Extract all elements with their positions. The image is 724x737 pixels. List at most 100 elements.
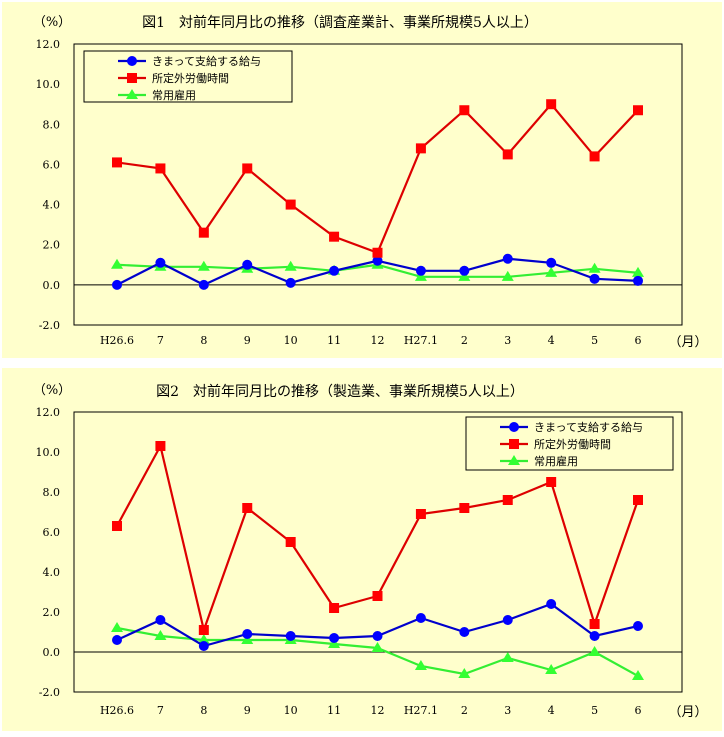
x-tick-label: 6 xyxy=(635,334,642,347)
data-point xyxy=(112,157,122,168)
data-point xyxy=(632,670,644,680)
data-point xyxy=(197,260,210,271)
y-tick-label: 10.0 xyxy=(36,78,61,91)
data-point xyxy=(112,521,122,531)
x-tick-label: 10 xyxy=(284,334,298,347)
x-tick-label: H27.1 xyxy=(404,704,438,717)
legend-box xyxy=(83,50,293,103)
y-tick-label: -2.0 xyxy=(39,319,60,332)
x-tick-label: 3 xyxy=(504,334,511,347)
data-point xyxy=(198,227,209,238)
data-point xyxy=(285,631,296,641)
y-tick-label: 2.0 xyxy=(43,239,61,252)
legend-marker xyxy=(127,56,137,66)
y-tick-label: 0.0 xyxy=(43,646,61,659)
data-point xyxy=(329,633,340,643)
data-point xyxy=(545,664,558,674)
x-tick-label: 12 xyxy=(371,704,385,717)
data-point xyxy=(197,634,210,644)
legend-marker xyxy=(509,422,519,432)
y-tick-label: 12.0 xyxy=(36,38,61,51)
y-tick-label: 4.0 xyxy=(43,566,61,579)
x-tick-label: 6 xyxy=(635,704,642,717)
data-point xyxy=(415,613,426,623)
data-point xyxy=(633,275,643,286)
data-point xyxy=(329,603,340,613)
data-point xyxy=(588,262,601,273)
x-tick-label: 9 xyxy=(244,334,251,347)
data-point xyxy=(589,619,600,629)
data-point xyxy=(458,270,471,281)
data-point xyxy=(501,652,514,662)
data-point xyxy=(414,270,427,281)
data-point xyxy=(155,441,166,451)
data-point xyxy=(502,253,513,264)
y-tick-label: 6.0 xyxy=(43,158,61,171)
data-point xyxy=(372,631,383,641)
legend-label: 所定外労働時間 xyxy=(534,437,611,451)
data-point xyxy=(546,257,557,268)
data-point xyxy=(414,660,427,670)
x-tick-label: 7 xyxy=(157,334,164,347)
data-point xyxy=(285,277,296,288)
data-point xyxy=(198,641,209,651)
data-point xyxy=(372,255,383,266)
data-point xyxy=(633,495,643,505)
x-tick-label: H27.1 xyxy=(404,334,438,347)
data-point xyxy=(501,270,514,281)
data-point xyxy=(155,615,166,625)
data-point xyxy=(633,621,643,631)
y-tick-label: 8.0 xyxy=(43,118,61,131)
data-point xyxy=(459,265,470,276)
y-tick-label: 0.0 xyxy=(43,279,61,292)
data-point xyxy=(502,149,513,160)
x-tick-label: 11 xyxy=(327,704,341,717)
x-tick-label: 7 xyxy=(157,704,164,717)
data-point xyxy=(112,279,122,290)
x-tick-label: 10 xyxy=(284,704,298,717)
x-tick-label: 8 xyxy=(200,704,207,717)
x-tick-label: H26.6 xyxy=(100,704,134,717)
legend-label: 常用雇用 xyxy=(152,88,196,102)
data-point xyxy=(329,265,340,276)
y-tick-label: 6.0 xyxy=(43,526,61,539)
data-point xyxy=(284,260,297,271)
x-tick-label: 2 xyxy=(461,704,468,717)
chart-1: （%） 図1 対前年同月比の推移（調査産業計、事業所規模5人以上） （月） 12… xyxy=(2,2,722,358)
series-circle xyxy=(112,253,643,290)
data-point xyxy=(589,151,600,162)
x-tick-label: 2 xyxy=(461,334,468,347)
plot-area xyxy=(73,411,683,693)
chart-2: （%） 図2 対前年同月比の推移（製造業、事業所規模5人以上） （月） 12.0… xyxy=(2,368,722,731)
chart-title: 図2 対前年同月比の推移（製造業、事業所規模5人以上） xyxy=(156,383,524,400)
data-point xyxy=(502,495,513,505)
x-axis-unit: （月） xyxy=(668,335,707,350)
y-tick-label: 4.0 xyxy=(43,199,61,212)
data-point xyxy=(502,615,513,625)
legend-marker xyxy=(126,89,138,99)
data-point xyxy=(589,631,600,641)
chart-title: 図1 対前年同月比の推移（調査産業計、事業所規模5人以上） xyxy=(142,14,538,31)
series-triangle xyxy=(111,622,644,680)
data-point xyxy=(242,629,253,639)
y-axis-unit: （%） xyxy=(33,15,71,30)
data-point xyxy=(546,599,557,609)
data-point xyxy=(546,99,557,110)
x-tick-label: 4 xyxy=(548,334,555,347)
data-point xyxy=(415,265,426,276)
data-point xyxy=(633,105,643,116)
data-point xyxy=(372,591,383,601)
x-tick-label: 8 xyxy=(200,334,207,347)
data-point xyxy=(112,635,122,645)
data-point xyxy=(155,163,166,174)
y-tick-label: 10.0 xyxy=(36,446,61,459)
data-point xyxy=(242,259,253,270)
y-axis-unit: （%） xyxy=(33,383,71,398)
legend-label: 常用雇用 xyxy=(534,454,578,468)
legend-marker xyxy=(127,73,137,83)
series-circle xyxy=(112,599,643,651)
data-point xyxy=(632,266,644,277)
y-tick-label: 8.0 xyxy=(43,486,61,499)
